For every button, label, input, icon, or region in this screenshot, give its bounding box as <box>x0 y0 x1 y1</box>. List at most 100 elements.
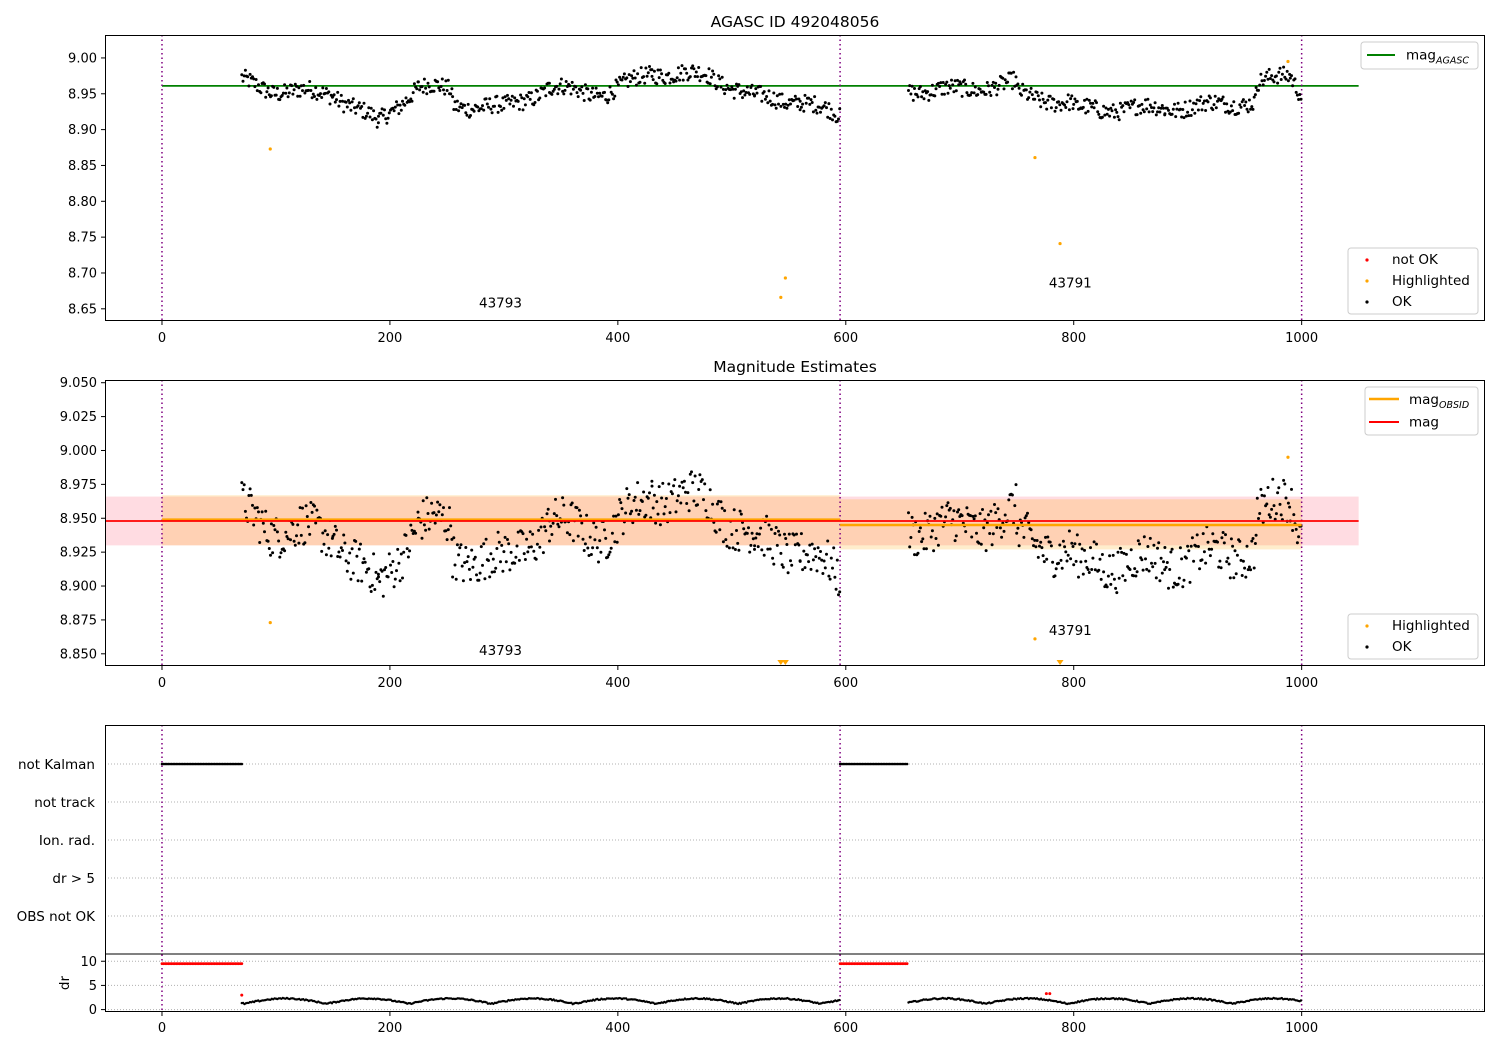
ok-point <box>700 478 704 482</box>
ok-point <box>561 496 565 500</box>
ok-point <box>1110 109 1114 113</box>
ok-point <box>465 560 469 564</box>
ok-point <box>592 521 596 525</box>
ok-point <box>575 91 579 95</box>
ok-point <box>1277 70 1281 74</box>
ok-point <box>798 559 802 563</box>
ok-point <box>1147 569 1151 573</box>
ok-point <box>717 74 721 78</box>
ok-point <box>326 533 330 537</box>
ok-point <box>1102 570 1106 574</box>
ok-point <box>1016 82 1020 86</box>
ok-point <box>1240 574 1244 577</box>
ok-point <box>1243 566 1247 570</box>
ok-point <box>1208 96 1212 100</box>
ok-point <box>1180 115 1184 119</box>
ok-point <box>550 92 554 96</box>
ok-point <box>627 73 631 77</box>
ok-point <box>1282 478 1286 482</box>
ok-point <box>1153 101 1157 105</box>
ok-point <box>1254 533 1258 537</box>
ok-point <box>935 512 939 516</box>
ok-point <box>1065 559 1069 563</box>
ok-point <box>451 575 455 579</box>
ok-point <box>313 504 316 508</box>
ok-point <box>684 67 687 71</box>
dr-point <box>838 998 841 1002</box>
ok-point <box>1141 568 1145 572</box>
ok-point <box>1163 112 1167 116</box>
ok-point <box>1280 72 1284 76</box>
ok-point <box>778 92 782 96</box>
ok-point <box>595 91 599 95</box>
ok-point <box>1295 93 1299 97</box>
ok-point <box>1112 115 1116 119</box>
ok-point <box>356 104 360 108</box>
ok-point <box>1294 527 1298 531</box>
ok-point <box>928 514 932 518</box>
ok-point <box>266 86 270 90</box>
ok-point <box>284 530 288 534</box>
ok-point <box>531 532 535 536</box>
ok-point <box>1218 559 1222 563</box>
ok-point <box>946 91 950 95</box>
ok-point <box>636 72 640 76</box>
x-tick-label: 0 <box>158 1021 166 1036</box>
ok-point <box>1049 106 1053 110</box>
ok-point <box>944 83 948 86</box>
ok-point <box>349 108 353 112</box>
ok-point <box>1041 554 1045 558</box>
ok-point <box>737 548 741 552</box>
ok-point <box>289 538 292 542</box>
ok-point <box>442 506 445 510</box>
ok-point <box>613 94 617 98</box>
ok-point <box>654 521 658 525</box>
ok-point <box>1089 546 1092 550</box>
ok-point <box>673 478 677 482</box>
ok-point <box>718 77 722 81</box>
ok-point <box>255 89 259 93</box>
ok-point <box>497 540 501 544</box>
ok-point <box>685 71 689 75</box>
ok-point <box>548 539 551 543</box>
ok-point <box>438 503 442 507</box>
ok-point <box>321 531 325 535</box>
ok-point <box>493 104 496 108</box>
ok-point <box>1012 70 1016 74</box>
ok-point <box>918 85 922 89</box>
ok-point <box>335 528 338 532</box>
ok-point <box>499 560 502 564</box>
ok-point <box>1024 514 1028 518</box>
ok-point <box>938 85 942 88</box>
ok-point <box>1225 102 1229 106</box>
ok-point <box>1044 101 1047 105</box>
ok-point <box>808 102 812 106</box>
y-tick-label: 8.70 <box>68 266 97 281</box>
ok-point <box>1016 526 1020 530</box>
ok-point <box>1071 107 1075 111</box>
ok-point <box>648 65 651 68</box>
ok-point <box>833 575 837 579</box>
ok-point <box>631 76 635 80</box>
ok-point <box>278 555 282 559</box>
ok-point <box>523 103 527 107</box>
ok-point <box>1168 568 1172 571</box>
ok-point <box>1231 109 1235 113</box>
ok-point <box>1090 105 1094 109</box>
ok-point <box>694 70 698 74</box>
ok-point <box>356 579 360 583</box>
estimates-title: Magnitude Estimates <box>713 358 877 376</box>
ok-point <box>626 496 630 500</box>
ok-point <box>1054 567 1058 571</box>
ok-point <box>993 86 996 89</box>
ok-point <box>509 550 513 554</box>
ok-point <box>406 555 410 559</box>
ok-point <box>252 77 256 81</box>
ok-point <box>347 98 350 102</box>
ok-point <box>783 532 786 536</box>
ok-point <box>496 110 500 114</box>
ok-point <box>945 80 949 84</box>
ok-point <box>454 577 458 581</box>
ok-point <box>640 500 644 503</box>
ok-point <box>570 501 574 505</box>
